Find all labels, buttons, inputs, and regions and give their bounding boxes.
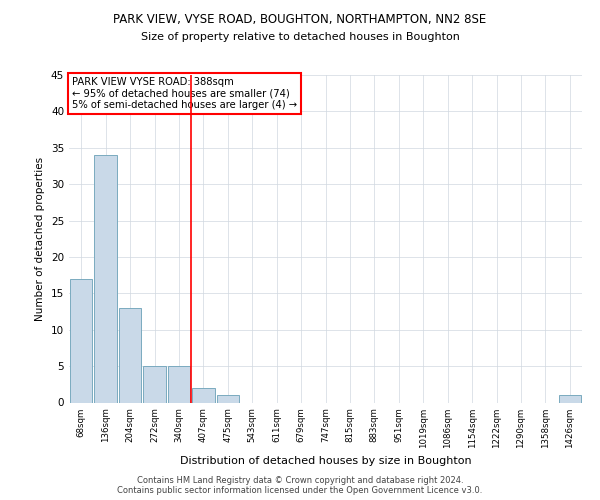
Bar [70, 279, 92, 402]
Bar [119, 308, 142, 402]
Text: PARK VIEW VYSE ROAD: 388sqm
← 95% of detached houses are smaller (74)
5% of semi: PARK VIEW VYSE ROAD: 388sqm ← 95% of det… [71, 76, 296, 110]
Bar [217, 395, 239, 402]
Bar [94, 155, 117, 402]
Text: Contains public sector information licensed under the Open Government Licence v3: Contains public sector information licen… [118, 486, 482, 495]
Text: Size of property relative to detached houses in Boughton: Size of property relative to detached ho… [140, 32, 460, 42]
Y-axis label: Number of detached properties: Number of detached properties [35, 156, 46, 321]
Text: Contains HM Land Registry data © Crown copyright and database right 2024.: Contains HM Land Registry data © Crown c… [137, 476, 463, 485]
Bar [559, 395, 581, 402]
Bar [143, 366, 166, 403]
Text: PARK VIEW, VYSE ROAD, BOUGHTON, NORTHAMPTON, NN2 8SE: PARK VIEW, VYSE ROAD, BOUGHTON, NORTHAMP… [113, 12, 487, 26]
Bar [192, 388, 215, 402]
Bar [167, 366, 190, 403]
X-axis label: Distribution of detached houses by size in Boughton: Distribution of detached houses by size … [179, 456, 472, 466]
